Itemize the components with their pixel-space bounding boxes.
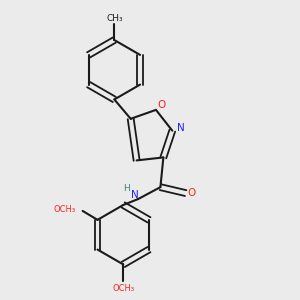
Text: H: H	[123, 184, 130, 193]
Text: O: O	[158, 100, 166, 110]
Text: O: O	[188, 188, 196, 198]
Text: CH₃: CH₃	[106, 14, 123, 23]
Text: N: N	[177, 123, 185, 133]
Text: OCH₃: OCH₃	[54, 205, 76, 214]
Text: OCH₃: OCH₃	[112, 284, 134, 293]
Text: N: N	[131, 190, 139, 200]
